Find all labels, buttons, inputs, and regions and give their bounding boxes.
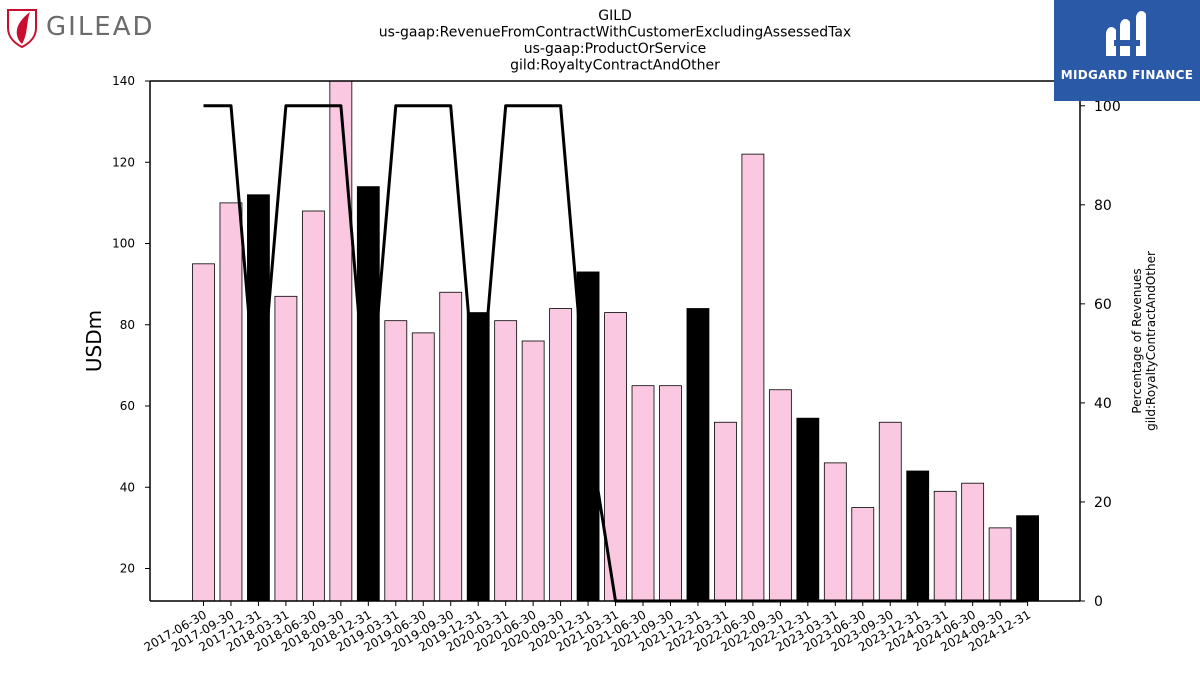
bar xyxy=(219,202,243,602)
bar xyxy=(796,417,820,602)
bar xyxy=(1016,515,1039,602)
bar xyxy=(741,153,765,602)
bar xyxy=(714,421,737,602)
bar xyxy=(686,308,710,602)
y-right-tick-label: 40 xyxy=(1094,396,1112,412)
bar xyxy=(521,340,545,602)
bar xyxy=(933,490,957,602)
midgard-wordmark: MIDGARD FINANCE xyxy=(1060,68,1194,82)
y-tick-label: 20 xyxy=(120,562,135,576)
y-right-tick-label: 80 xyxy=(1094,198,1112,214)
y-axis-label: USDm xyxy=(82,310,106,372)
bar xyxy=(549,308,573,602)
y-axis-right-ticks: 0 20 40 60 80 100 xyxy=(1080,99,1121,610)
midgard-logo-icon xyxy=(1106,11,1146,56)
y-right-tick-label: 0 xyxy=(1094,594,1103,610)
bar xyxy=(961,482,985,602)
bar xyxy=(274,295,298,602)
bar xyxy=(494,320,518,602)
y-tick-label: 140 xyxy=(112,74,135,88)
chart-axes xyxy=(149,80,1081,602)
gilead-wordmark: GILEAD xyxy=(46,12,155,42)
chart-title: GILDus-gaap:RevenueFromContractWithCusto… xyxy=(379,8,851,74)
bar xyxy=(878,421,902,602)
bar xyxy=(659,385,682,602)
y-right-axis-label: Percentage of Revenues xyxy=(1130,268,1144,413)
bar xyxy=(988,527,1012,602)
bar xyxy=(192,263,215,602)
bar xyxy=(329,80,353,602)
gilead-leaf-icon xyxy=(7,9,37,48)
midgard-finance-logo: MIDGARD FINANCE xyxy=(1054,0,1200,101)
y-tick-label: 100 xyxy=(112,237,135,251)
bar xyxy=(384,320,408,602)
y-axis-left-ticks: 20 40 60 80 100 120 140 xyxy=(112,74,150,576)
bar xyxy=(247,194,270,602)
chart-title-line: us-gaap:RevenueFromContractWithCustomerE… xyxy=(379,25,851,41)
y-tick-label: 120 xyxy=(112,155,135,169)
chart-title-line: us-gaap:ProductOrService xyxy=(524,41,707,57)
bar xyxy=(631,385,655,602)
y-right-axis-label: gild:RoyaltyContractAndOther xyxy=(1144,251,1158,431)
chart-title-line: GILD xyxy=(598,8,632,24)
y-tick-label: 60 xyxy=(120,399,135,413)
y-tick-label: 40 xyxy=(120,480,135,494)
y-right-tick-label: 20 xyxy=(1094,495,1112,511)
bar xyxy=(411,332,435,602)
y-right-tick-label: 60 xyxy=(1094,297,1112,313)
bar xyxy=(301,210,325,602)
bar xyxy=(906,470,930,602)
y-right-tick-label: 100 xyxy=(1094,99,1121,115)
bar xyxy=(823,462,847,602)
bar xyxy=(466,312,490,602)
x-axis-ticks: 2017-06-302017-09-302017-12-312018-03-31… xyxy=(142,601,1033,654)
bar-series xyxy=(192,80,1039,602)
chart-title-line: gild:RoyaltyContractAndOther xyxy=(510,58,720,74)
gilead-logo: GILEAD xyxy=(6,6,166,50)
bar xyxy=(439,291,463,602)
bar xyxy=(851,507,875,602)
y-tick-label: 80 xyxy=(120,318,135,332)
axis-labels: USDm Percentage of Revenues gild:RoyaltyCo… xyxy=(82,251,1158,431)
bar xyxy=(768,389,792,602)
bar xyxy=(356,186,380,602)
